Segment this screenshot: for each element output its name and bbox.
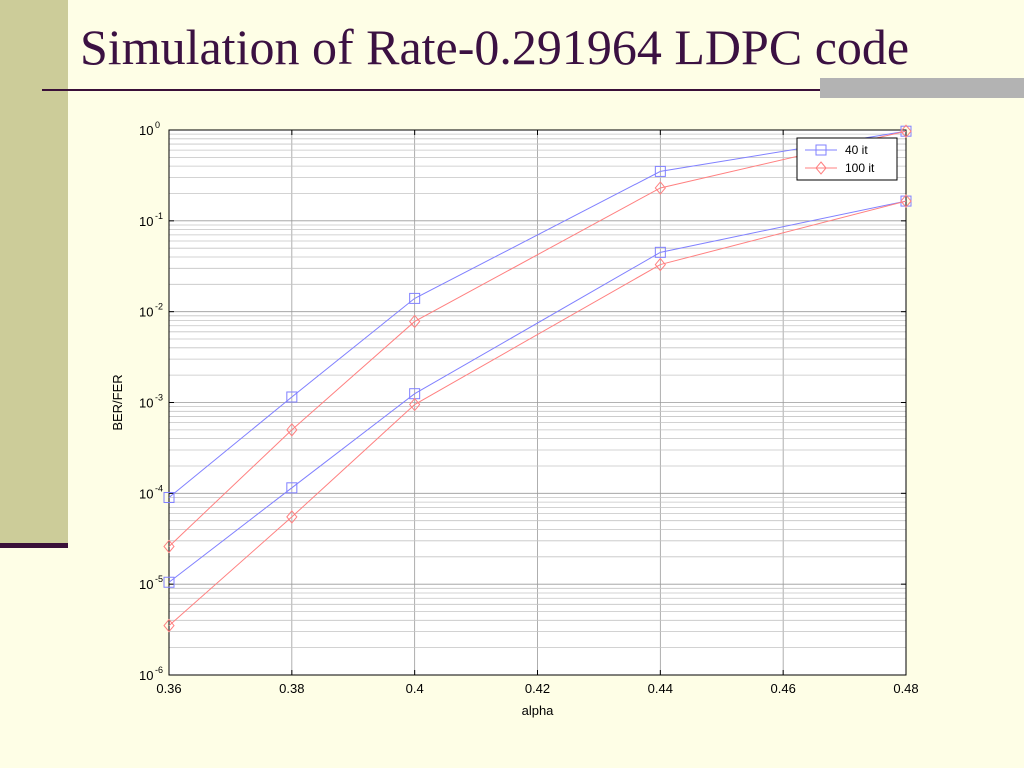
- series-1: [163, 124, 912, 554]
- data-point: [409, 292, 421, 304]
- x-tick-label: 0.36: [156, 681, 181, 696]
- series-line: [168, 130, 907, 547]
- y-tick-label: 10: [139, 486, 153, 501]
- series-3: [163, 194, 912, 633]
- legend-marker: [815, 144, 827, 156]
- data-point: [163, 576, 175, 588]
- series-line: [168, 200, 907, 583]
- title-rule: [42, 89, 974, 91]
- y-tick-exponent: -2: [155, 302, 163, 312]
- data-point: [163, 491, 175, 503]
- side-divider: [0, 543, 68, 548]
- grid: [168, 130, 907, 676]
- data-point: [286, 510, 298, 524]
- x-tick-label: 0.4: [406, 681, 424, 696]
- y-tick-label: 10: [139, 668, 153, 683]
- data-point: [163, 539, 175, 554]
- y-tick-label: 10: [139, 123, 153, 138]
- slide-title: Simulation of Rate-0.291964 LDPC code: [80, 19, 910, 75]
- y-tick-label: 10: [139, 214, 153, 229]
- legend-label: 40 it: [845, 143, 868, 157]
- title-accent-bar: [820, 78, 1024, 98]
- series-line: [168, 130, 907, 498]
- y-tick-label: 10: [139, 305, 153, 320]
- data-point: [654, 181, 666, 195]
- y-axis-label: BER/FER: [110, 374, 125, 430]
- series-line: [168, 200, 907, 626]
- data-point: [286, 423, 298, 437]
- y-tick-label: 10: [139, 577, 153, 592]
- y-tick-label: 10: [139, 396, 153, 411]
- data-point: [409, 397, 421, 412]
- data-point: [286, 391, 298, 403]
- x-axis-label: alpha: [522, 703, 555, 718]
- y-tick-exponent: -5: [155, 574, 163, 584]
- legend-label: 100 it: [845, 161, 875, 175]
- x-tick-label: 0.48: [893, 681, 918, 696]
- data-point: [900, 194, 912, 208]
- y-tick-exponent: -6: [155, 665, 163, 675]
- data-point: [900, 124, 912, 138]
- y-tick-exponent: -3: [155, 393, 163, 403]
- x-tick-label: 0.42: [525, 681, 550, 696]
- x-tick-label: 0.38: [279, 681, 304, 696]
- legend-marker: [815, 161, 827, 175]
- data-point: [286, 482, 298, 494]
- x-tick-label: 0.44: [648, 681, 673, 696]
- legend: 40 it 100 it: [796, 137, 898, 181]
- data-point: [163, 618, 175, 633]
- y-tick-exponent: 0: [155, 120, 160, 130]
- y-tick-exponent: -1: [155, 211, 163, 221]
- data-point: [654, 257, 666, 272]
- data-point: [654, 165, 666, 177]
- y-tick-exponent: -4: [155, 483, 163, 493]
- data-point: [654, 246, 666, 258]
- legend-box: [796, 137, 898, 181]
- x-tick-label: 0.46: [771, 681, 796, 696]
- data-point: [409, 314, 421, 329]
